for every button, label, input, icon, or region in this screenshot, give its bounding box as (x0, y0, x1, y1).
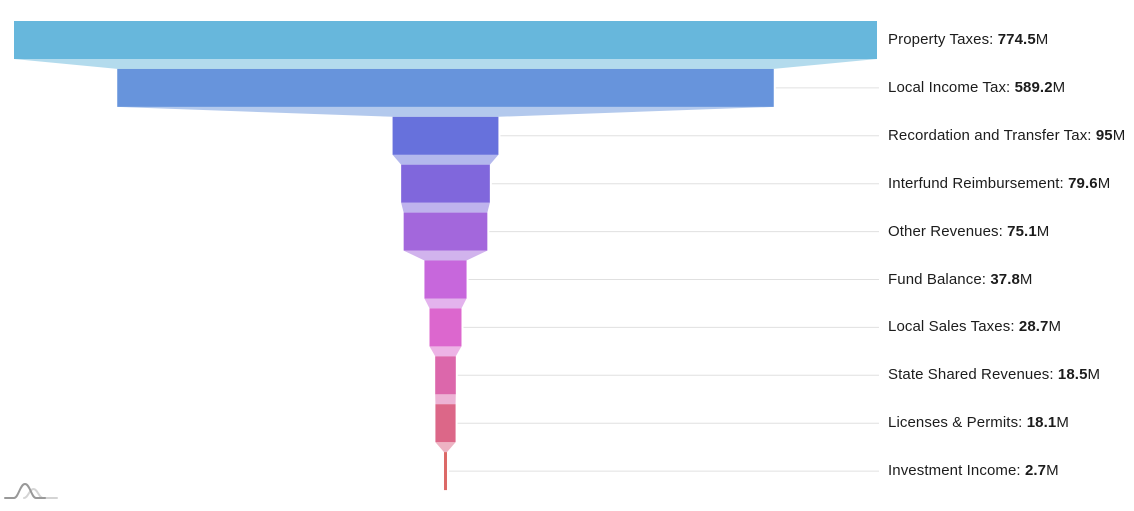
funnel-link (401, 202, 490, 213)
funnel-slice-fund-balance[interactable] (424, 260, 467, 299)
funnel-link (117, 106, 774, 117)
funnel-slice-local-sales-taxes[interactable] (429, 308, 462, 347)
funnel-slice-investment-income[interactable] (443, 452, 448, 491)
amcharts-logo-front-curve (4, 482, 46, 499)
funnel-slice-property-taxes[interactable] (14, 21, 877, 59)
amcharts-logo-back-curve (23, 487, 58, 499)
funnel-link (392, 154, 499, 165)
funnel-slice-licenses-permits[interactable] (435, 404, 456, 443)
funnel-link (429, 346, 462, 357)
amcharts-logo[interactable] (3, 480, 61, 502)
funnel-link (435, 442, 456, 453)
funnel-slice-interfund-reimbursement[interactable] (401, 164, 490, 203)
funnel-slice-local-income-tax[interactable] (117, 68, 774, 107)
funnel-link (403, 250, 488, 261)
funnel-slice-other-revenues[interactable] (403, 212, 488, 251)
funnel-slice-recordation-and-transfer-tax[interactable] (392, 116, 499, 155)
funnel-link (435, 394, 456, 405)
funnel-link (424, 298, 467, 309)
funnel-slice-state-shared-revenues[interactable] (435, 356, 456, 395)
funnel-link (14, 59, 877, 69)
